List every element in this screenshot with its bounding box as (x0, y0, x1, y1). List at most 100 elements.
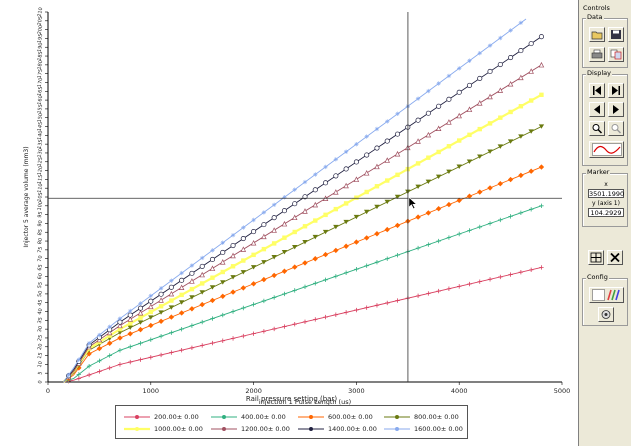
series-point (189, 323, 195, 328)
series-point (210, 316, 215, 321)
series-point (282, 235, 287, 240)
series-point (426, 155, 431, 160)
series-point (384, 226, 390, 233)
legend-item-label: 1400.00± 0.00 (328, 425, 377, 433)
y-tick-label: 20 (37, 343, 44, 350)
series-point (446, 73, 452, 79)
series-point (240, 236, 246, 242)
previous-button[interactable] (589, 102, 605, 117)
y-tick-label: 75 (37, 246, 44, 253)
series-point (363, 169, 370, 176)
series-point (477, 50, 482, 56)
first-button[interactable] (589, 83, 605, 98)
series-style-button[interactable] (589, 287, 624, 303)
series-point (343, 182, 349, 189)
series-point (374, 163, 380, 170)
y-tick-label: 55 (37, 282, 44, 289)
series-point (128, 344, 133, 349)
series-point (241, 305, 246, 311)
series-point (312, 187, 318, 193)
series-point (374, 126, 380, 132)
series-point (117, 330, 123, 335)
legend-swatch-marker (135, 415, 139, 419)
series-point (353, 176, 360, 182)
series-point (292, 264, 298, 270)
series-point (508, 214, 513, 219)
series-point (251, 252, 256, 258)
skip-last-icon (612, 86, 620, 95)
print-button[interactable] (589, 47, 605, 62)
open-button[interactable] (589, 27, 605, 42)
series-point (508, 55, 514, 61)
series-point (169, 330, 174, 335)
series-point (467, 281, 472, 287)
series-point (497, 61, 503, 68)
series-point (487, 68, 493, 75)
series-point (446, 119, 452, 125)
series-point (538, 34, 544, 40)
color-lines-icon (591, 289, 620, 301)
series-point (241, 333, 246, 339)
series-point (97, 332, 102, 338)
series-point (528, 98, 534, 103)
y-tick-label: 30 (37, 326, 44, 333)
legend-swatch-marker (309, 415, 313, 419)
settings-button[interactable] (598, 307, 614, 322)
series-point (435, 206, 442, 212)
series-point (158, 318, 164, 324)
series-point (312, 201, 319, 208)
series-point (436, 81, 441, 86)
legend-item-label: 200.00± 0.00 (154, 413, 199, 421)
y-tick-label: 180 (37, 60, 45, 70)
crosshair-button[interactable] (588, 250, 604, 265)
series-point (179, 326, 184, 332)
series-point (199, 263, 205, 269)
series-point (477, 75, 483, 81)
series-point (343, 219, 349, 225)
y-tick-label: 155 (37, 104, 45, 114)
series-point (323, 277, 328, 283)
zoom-in-button[interactable] (589, 121, 605, 136)
series-point (395, 172, 400, 178)
marker-group: Marker x 3501.1990 y (axis 1) 104.2929 (582, 168, 628, 227)
autoscale-button[interactable] (589, 141, 624, 158)
series-point (271, 215, 277, 221)
legend-swatch-marker (222, 415, 226, 419)
legend-item-label: 1000.00± 0.00 (154, 425, 203, 433)
series-point (179, 270, 184, 276)
series-point (354, 141, 359, 147)
series-point (466, 82, 473, 88)
clear-marker-button[interactable] (607, 250, 623, 265)
series-point (384, 138, 390, 144)
series-point (117, 348, 123, 353)
series-point (343, 270, 349, 275)
series-point (148, 309, 153, 315)
legend-item-label: 1600.00± 0.00 (414, 425, 463, 433)
series-point (528, 207, 534, 212)
display-group-label: Display (586, 69, 612, 77)
series-point (364, 134, 369, 139)
line-chart[interactable]: 0510152025303540455055606570758085909510… (0, 0, 578, 446)
next-button[interactable] (608, 102, 624, 117)
copy-button[interactable] (608, 47, 624, 62)
plot-panel[interactable]: 0 5 10 15 20 25 30 35 40 45 50 55 60 65 70 75 80 85 90 95 10… (0, 0, 579, 446)
series-point (96, 345, 103, 352)
series-point (107, 324, 112, 329)
last-button[interactable] (608, 83, 624, 98)
y-tick-label: 125 (37, 157, 45, 167)
series-point (415, 117, 421, 123)
series-point (158, 333, 164, 339)
series-point (230, 252, 236, 259)
series-point (230, 289, 236, 295)
legend-swatch (298, 427, 324, 431)
series-point (148, 322, 154, 329)
series-point (508, 109, 513, 115)
y-axis-label: Injector 5 average volume (mm3) (23, 146, 30, 247)
series-point (457, 284, 462, 289)
save-button[interactable] (608, 27, 624, 42)
series-point (271, 295, 277, 300)
legend-swatch-marker (395, 427, 399, 431)
series-point (178, 310, 185, 316)
series-point (466, 159, 473, 164)
zoom-out-button[interactable] (608, 121, 624, 136)
